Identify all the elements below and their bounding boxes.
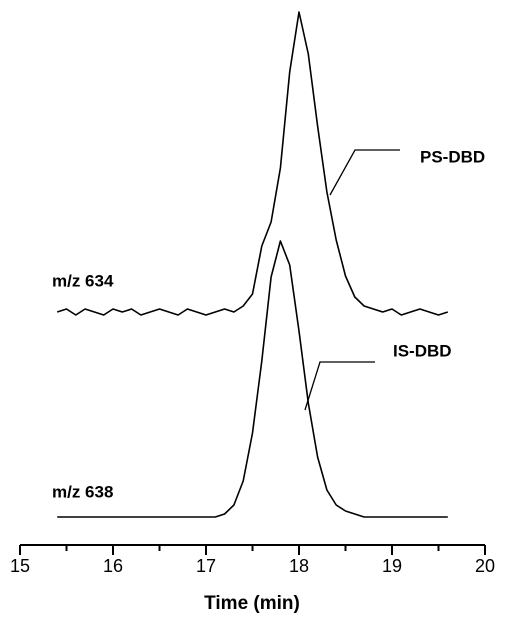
x-axis-title: Time (min) (204, 593, 300, 614)
leader-line (329, 149, 400, 196)
series-name: IS-DBD (393, 341, 452, 360)
trace-label: m/z 634 (52, 271, 114, 290)
trace-label: m/z 638 (52, 482, 113, 501)
series-name: PS-DBD (420, 147, 485, 166)
x-tick-label: 19 (382, 556, 402, 576)
trace-line (57, 240, 448, 518)
leader-line (304, 361, 375, 411)
x-tick-label: 18 (289, 556, 309, 576)
x-tick-label: 20 (475, 556, 495, 576)
x-tick-label: 15 (10, 556, 30, 576)
x-tick-label: 17 (196, 556, 216, 576)
x-tick-label: 16 (103, 556, 123, 576)
trace-line (56, 11, 449, 316)
